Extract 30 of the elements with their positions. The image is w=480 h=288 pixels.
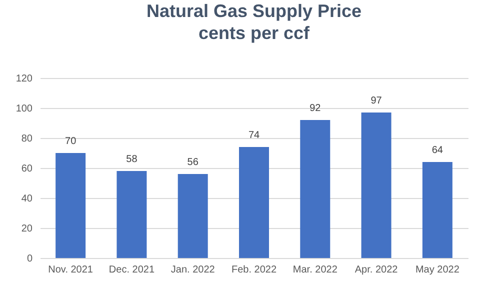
x-tick-label: Mar. 2022 <box>292 264 338 276</box>
bar <box>178 174 208 258</box>
x-tick-label: Dec. 2021 <box>108 264 155 276</box>
chart-subtitle: cents per ccf <box>198 23 311 43</box>
y-tick-label: 80 <box>21 134 33 144</box>
y-tick-label: 40 <box>21 194 33 204</box>
bar <box>361 112 392 258</box>
data-label: 92 <box>310 103 322 114</box>
data-label: 70 <box>65 136 77 147</box>
bar <box>422 162 452 258</box>
y-tick-label: 100 <box>16 104 33 114</box>
data-label: 97 <box>370 96 382 106</box>
x-tick-label: Jan. 2022 <box>170 264 216 276</box>
bar <box>239 147 269 258</box>
x-tick-label: Feb. 2022 <box>231 264 277 276</box>
y-tick-label: 0 <box>26 254 33 264</box>
x-tick-label: May 2022 <box>415 264 460 276</box>
chart-title: Natural Gas Supply Price <box>146 1 362 21</box>
data-label: 74 <box>248 130 260 141</box>
bar <box>116 171 147 258</box>
x-tick-label: Apr. 2022 <box>354 264 398 276</box>
data-label: 58 <box>126 154 138 165</box>
bar <box>56 153 86 258</box>
x-tick-label: Nov. 2021 <box>48 264 94 276</box>
y-tick-label: 60 <box>21 164 33 174</box>
y-tick-label: 20 <box>21 224 33 234</box>
data-label: 64 <box>432 145 444 156</box>
bar <box>300 120 330 258</box>
y-tick-label: 120 <box>16 74 33 84</box>
data-label: 56 <box>187 157 199 168</box>
